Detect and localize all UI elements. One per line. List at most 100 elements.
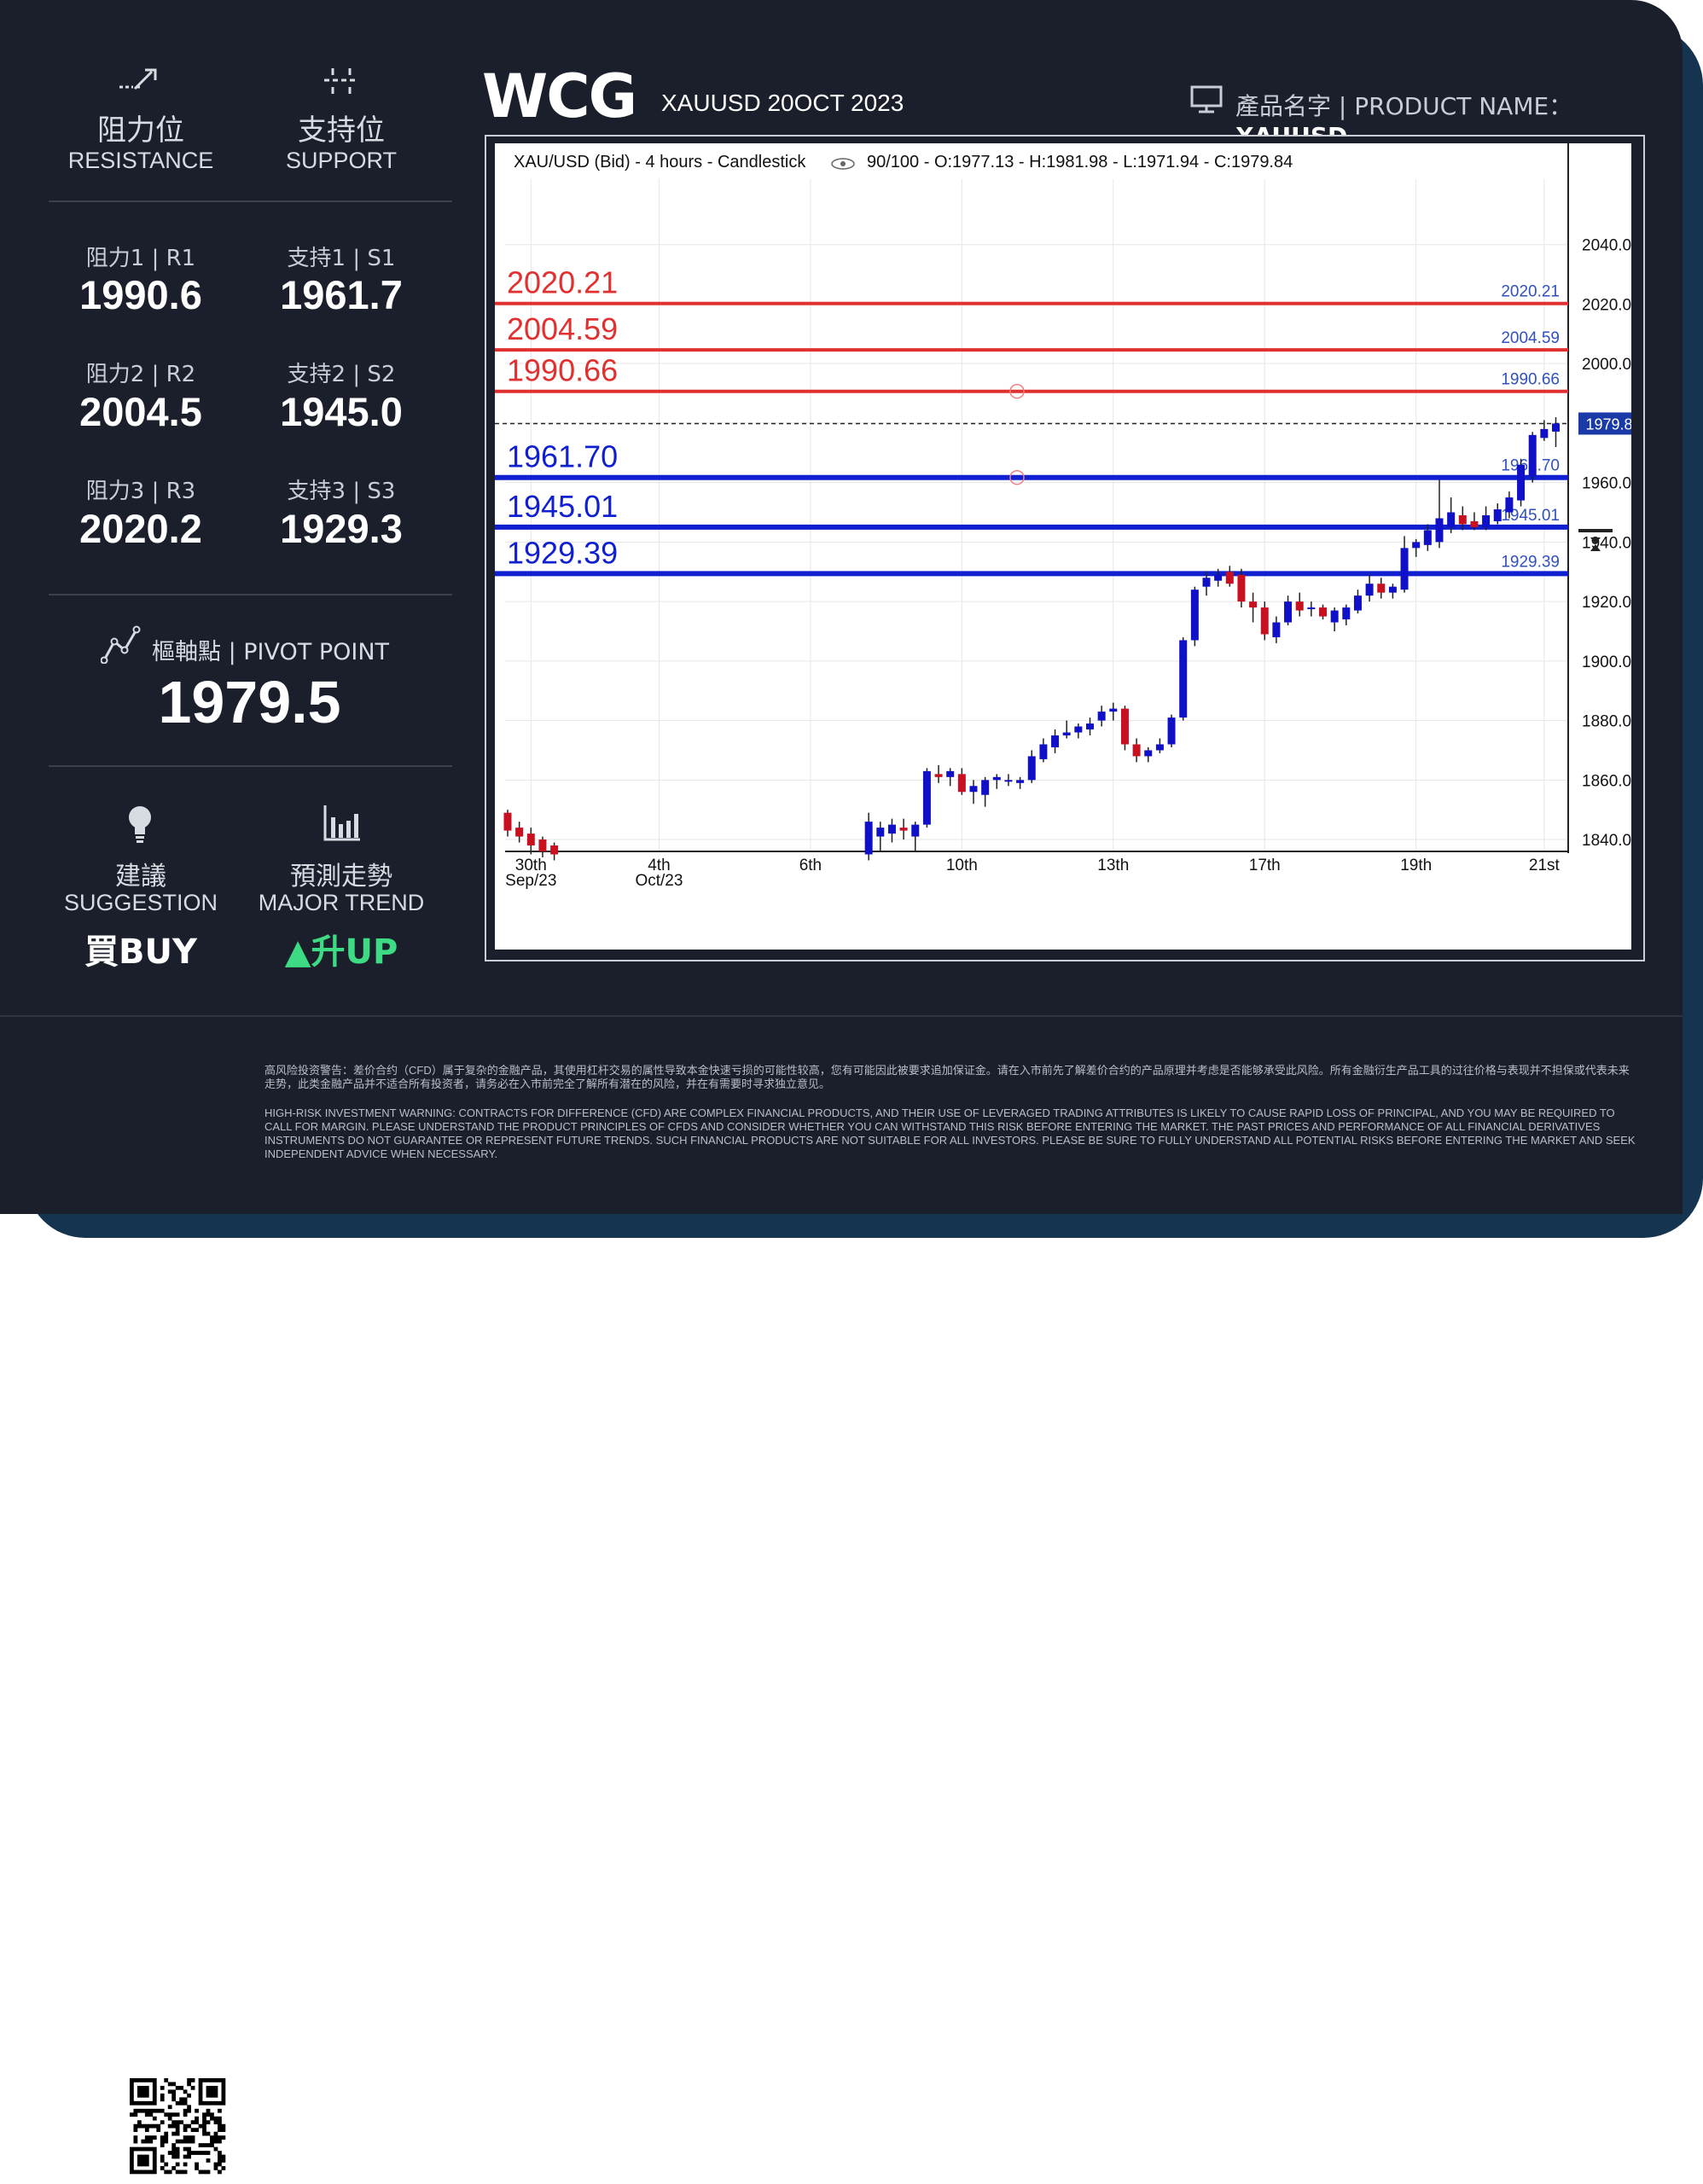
qr-module (137, 2085, 142, 2090)
qr-module (130, 2093, 134, 2098)
divider (49, 594, 452, 595)
qr-module (175, 2120, 180, 2125)
qr-module (156, 2123, 161, 2129)
qr-module (171, 2131, 177, 2136)
r3-label: 阻力3 | R3 (85, 479, 196, 504)
candle (1097, 706, 1106, 727)
x-tick-label: 21st (1529, 857, 1561, 874)
qr-module (179, 2169, 184, 2175)
candle-body (503, 812, 512, 831)
candle-body (981, 780, 990, 795)
candle-body (1353, 595, 1362, 611)
candle-body (1284, 601, 1293, 623)
qr-module (148, 2112, 154, 2117)
candle (1004, 774, 1013, 787)
qr-module (221, 2135, 226, 2140)
qr-module (175, 2085, 180, 2090)
candle (1132, 738, 1141, 763)
r1-value: 1990.6 (79, 272, 202, 317)
qr-module (148, 2078, 154, 2082)
support-tag: 1929.39 (1501, 553, 1560, 571)
qr-module (213, 2100, 218, 2106)
grid (505, 179, 1568, 851)
s2-label: 支持2 | S2 (287, 362, 396, 387)
candle-body (1062, 732, 1071, 736)
qr-module (202, 2128, 206, 2133)
disclaimer-en: HIGH-RISK INVESTMENT WARNING: CONTRACTS … (264, 1107, 1636, 1160)
qr-module (210, 2093, 214, 2098)
resistance-tag: 1990.66 (1501, 371, 1560, 389)
monitor-icon (1190, 85, 1223, 113)
qr-module (198, 2123, 203, 2129)
qr-module (160, 2158, 165, 2163)
s1-label: 支持1 | S1 (287, 246, 396, 271)
qr-module (218, 2135, 222, 2140)
candle (1144, 746, 1153, 763)
qr-module (130, 2146, 134, 2152)
qr-module (218, 2100, 222, 2106)
candle-body (1144, 750, 1153, 757)
qr-module (198, 2089, 203, 2094)
candle-body (1330, 610, 1339, 623)
trend-title-cn: 預測走勢 (290, 862, 392, 892)
qr-module (152, 2082, 157, 2087)
candle (1249, 592, 1258, 623)
qr-module (130, 2154, 134, 2159)
candle-body (1097, 712, 1106, 721)
qr-module (152, 2154, 157, 2159)
candle-body (1307, 607, 1316, 610)
qr-module (206, 2151, 211, 2155)
candle (550, 842, 559, 861)
candle (1517, 458, 1526, 507)
qr-module (141, 2154, 146, 2159)
qr-module (183, 2089, 188, 2094)
qr-module (221, 2100, 226, 2106)
qr-module (218, 2128, 222, 2133)
candle-body (1132, 744, 1141, 757)
qr-module (160, 2093, 165, 2098)
qr-module (152, 2093, 157, 2098)
r1-label: 阻力1 | R1 (85, 246, 196, 271)
qr-module (183, 2162, 188, 2167)
candle (1540, 420, 1549, 441)
candle (1214, 568, 1223, 587)
qr-module (160, 2120, 165, 2125)
qr-module (210, 2078, 214, 2082)
candle (899, 818, 908, 840)
candle (1423, 524, 1432, 551)
candle-body (1225, 572, 1234, 584)
qr-module (152, 2151, 157, 2155)
resistance-label: 1990.66 (507, 353, 618, 388)
resistance-label: 2020.21 (507, 265, 618, 300)
candle (946, 768, 955, 787)
qr-module (198, 2169, 203, 2175)
qr-module (152, 2146, 157, 2152)
candle-body (1493, 509, 1502, 521)
qr-module (164, 2112, 169, 2117)
candle (934, 764, 943, 783)
qr-module (179, 2085, 184, 2090)
bar-chart-icon (323, 805, 360, 841)
qr-module (167, 2123, 172, 2129)
candle (1074, 723, 1083, 739)
candle-body (1027, 756, 1036, 781)
qr-module (190, 2128, 195, 2133)
qr-module (144, 2146, 149, 2152)
qr-module (137, 2093, 142, 2098)
qr-module (213, 2116, 218, 2121)
candle-body (1167, 717, 1176, 745)
qr-module (190, 2085, 195, 2090)
lightbulb-icon (129, 806, 151, 843)
candle-body (1237, 574, 1246, 602)
qr-module (175, 2151, 180, 2155)
x-tick-label: 10th (946, 857, 978, 874)
suggestion-title-en: SUGGESTION (63, 890, 218, 915)
resistance-icon (119, 68, 157, 90)
qr-module (206, 2131, 211, 2136)
qr-module (144, 2169, 149, 2175)
qr-module (141, 2078, 146, 2082)
qr-code[interactable] (124, 2072, 231, 2180)
qr-module (202, 2123, 206, 2129)
qr-module (195, 2108, 199, 2113)
candle (1062, 720, 1071, 739)
